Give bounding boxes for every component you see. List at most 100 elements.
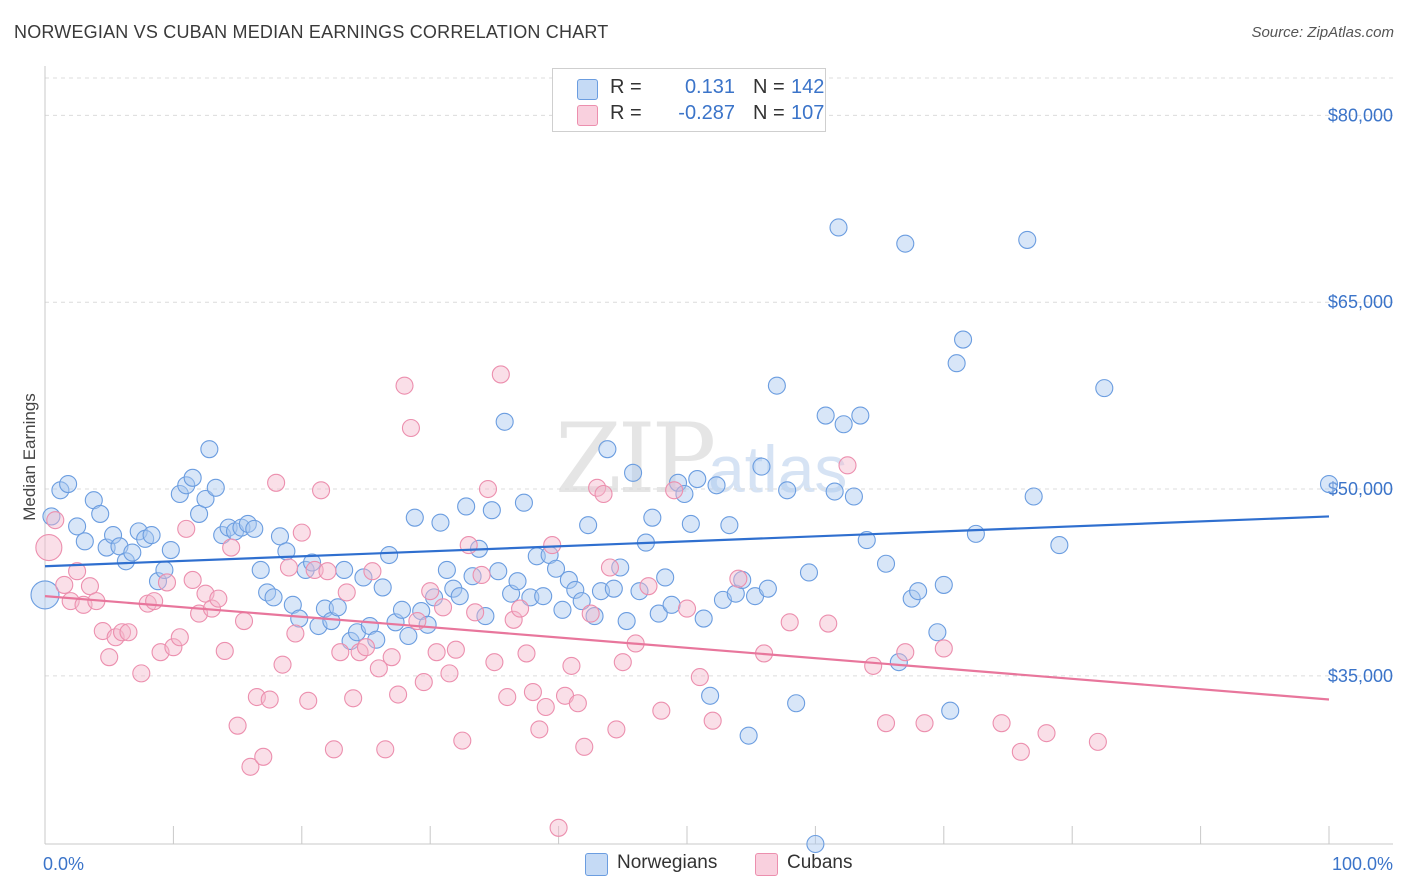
data-point [624,463,643,482]
data-point [844,487,863,506]
legend-n-label: N = [753,76,785,98]
data-point [290,609,309,628]
data-point [206,478,225,497]
data-point [279,558,299,577]
data-point [617,612,636,631]
data-point [177,519,196,538]
data-point [254,747,273,766]
data-point [59,474,78,494]
data-point [142,526,161,545]
data-point [681,514,700,533]
data-point [566,580,585,599]
data-point [286,624,305,643]
legend-swatch-cubans [755,853,778,876]
data-point [209,589,228,608]
data-point [421,582,440,601]
data-point [245,519,264,538]
data-point [35,534,63,562]
data-point [816,406,835,425]
data-point [190,504,209,523]
data-point [568,694,587,713]
data-point [222,538,241,557]
data-point [267,473,286,492]
data-point [941,701,960,720]
data-point [446,640,465,659]
data-point [934,639,953,658]
data-point [46,511,65,530]
data-point [1024,487,1043,506]
data-point [215,641,234,660]
data-point [170,628,189,647]
y-tick-labels: $35,000 $50,000 $65,000 $80,000 [1328,105,1393,685]
data-point [376,740,395,759]
data-point [530,720,549,739]
data-point [611,558,630,577]
data-point [100,648,119,667]
data-point [303,553,322,572]
data-point [104,526,123,545]
data-point [466,603,485,622]
watermark-zip: ZIP [555,403,714,515]
data-point [694,609,713,628]
data-point [504,610,523,629]
data-point [369,659,388,678]
data-point [123,543,142,562]
data-point [966,524,985,543]
data-point [55,575,74,594]
data-point [598,440,617,459]
data-point [954,330,973,349]
data-point [401,418,420,438]
legend-swatch-norwegians [585,853,608,876]
data-point [363,562,382,581]
data-point [1050,536,1069,555]
data-point [857,531,876,550]
trend-lines [44,515,1330,701]
data-point [549,818,568,837]
data-point [161,541,180,560]
data-point [389,685,408,704]
data-point [395,376,414,395]
data-point [427,643,446,662]
legend-r-value: 0.131 [684,76,735,98]
legend-n-value: 107 [791,102,825,124]
data-point [511,599,530,618]
data-point [909,582,928,601]
data-point [752,457,771,476]
data-point [639,577,658,596]
data-point [649,604,668,623]
data-point [662,595,681,614]
data-point [521,588,540,607]
data-point [604,579,623,598]
data-point [183,468,202,487]
data-point [91,504,110,523]
data-point [876,554,896,573]
legend-n-label: N = [753,102,785,124]
data-point [643,508,662,527]
data-point [145,592,164,611]
data-point [354,568,373,587]
data-point [444,579,463,598]
data-point [838,456,857,475]
data-point [896,643,915,662]
data-point [1319,474,1339,494]
data-point [553,600,572,619]
data-point [373,578,392,597]
data-point [947,354,966,373]
x-tick-label-min: 0.0% [43,854,84,874]
trend-line [44,595,1330,701]
data-point [30,580,60,610]
legend-n-value: 142 [791,76,825,98]
data-point [579,516,598,535]
data-point [132,664,151,683]
data-point [896,234,915,253]
data-point [292,523,311,542]
data-point [148,572,168,591]
data-point [701,686,720,705]
data-point [495,412,514,431]
data-point [335,560,354,580]
data-point [876,714,896,733]
data-point [177,476,196,495]
data-point [799,563,819,582]
data-point [234,612,254,631]
